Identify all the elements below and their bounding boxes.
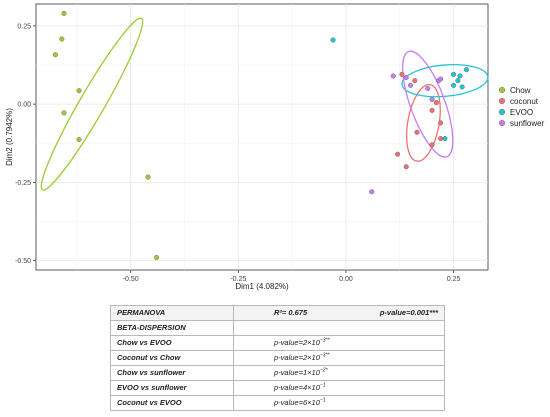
point-chow — [154, 254, 160, 260]
p-value-base: p-value=2×10 — [274, 338, 320, 347]
point-coconut — [395, 151, 401, 157]
dispersion-row: Coconut vs Chow p-value=2×10−3** — [110, 350, 445, 366]
point-evoo — [455, 78, 461, 84]
point-chow — [61, 10, 67, 16]
legend-key-chow — [499, 86, 506, 93]
comparison-label: Coconut vs Chow — [110, 350, 234, 366]
pca-scatter-chart: -0.50 -0.25 0.00 0.25 -0.50 -0.25 0.00 0.25 Di… — [5, 3, 545, 291]
point-coconut — [403, 164, 409, 170]
point-coconut — [438, 120, 444, 126]
p-value-exponent: −2* — [319, 367, 328, 374]
permanova-r2: R²= 0.675 — [233, 305, 346, 321]
point-coconut — [429, 142, 435, 148]
point-chow — [59, 36, 65, 42]
p-value-exponent: −1 — [319, 397, 326, 404]
point-chow — [52, 52, 58, 58]
point-evoo — [442, 136, 448, 142]
dispersion-row: Chow vs EVOO p-value=2×10−3** — [110, 335, 445, 351]
point-sunflower — [438, 76, 444, 82]
dispersion-row: Coconut vs EVOO p-value=6×10−1 — [110, 395, 445, 411]
comparison-label: EVOO vs sunflower — [110, 380, 234, 396]
legend: Chow coconut EVOO sunflower — [499, 86, 545, 128]
y-tick-label: 0.00 — [17, 102, 31, 109]
point-coconut — [399, 71, 405, 77]
dispersion-row: Chow vs sunflower p-value=1×10−2* — [110, 365, 445, 381]
point-sunflower — [369, 189, 375, 195]
point-sunflower — [425, 85, 431, 91]
point-sunflower — [408, 82, 414, 88]
plot-panel — [35, 3, 489, 271]
point-evoo — [459, 84, 465, 90]
p-value-base: p-value=1×10 — [274, 368, 320, 377]
point-coconut — [429, 107, 435, 113]
comparison-label: Chow vs sunflower — [110, 365, 234, 381]
comparison-p-value: p-value=2×10−3** — [233, 350, 445, 366]
ellipse-sunflower — [402, 50, 454, 158]
comparison-p-value: p-value=6×10−1 — [233, 395, 445, 411]
point-coconut — [433, 100, 439, 106]
point-coconut — [412, 78, 418, 84]
legend-key-coconut — [499, 97, 506, 104]
comparison-p-value: p-value=2×10−3** — [233, 335, 445, 351]
p-value-base: p-value=6×10 — [274, 398, 320, 407]
p-value-exponent: −3** — [319, 352, 330, 359]
point-evoo — [451, 71, 457, 77]
point-sunflower — [429, 96, 435, 102]
legend-label-chow: Chow — [510, 86, 531, 95]
p-value-exponent: −3** — [319, 337, 330, 344]
permanova-row: PERMANOVA R²= 0.675 p-value=0.001*** — [110, 305, 446, 321]
x-tick-label: 0.00 — [339, 276, 353, 283]
beta-dispersion-blank — [233, 320, 445, 336]
x-axis-title: Dim1 (4.082%) — [235, 282, 289, 291]
comparison-label: Coconut vs EVOO — [110, 395, 234, 411]
y-tick-label: -0.25 — [15, 180, 31, 187]
dispersion-rows: Chow vs EVOO p-value=2×10−3** Coconut vs C… — [110, 335, 445, 411]
permanova-label: PERMANOVA — [110, 305, 234, 321]
point-coconut — [438, 136, 444, 142]
grid-lines — [36, 4, 488, 270]
x-axis-ticks: -0.50 -0.25 0.00 0.25 — [123, 270, 461, 283]
point-evoo — [451, 82, 457, 88]
legend-key-evoo — [499, 108, 506, 115]
p-value-base: p-value=4×10 — [274, 383, 320, 392]
y-axis-ticks: -0.50 -0.25 0.00 0.25 — [15, 23, 36, 265]
confidence-ellipses — [40, 17, 489, 191]
point-chow — [76, 137, 82, 143]
ellipse-chow — [40, 17, 144, 191]
y-tick-label: -0.50 — [15, 258, 31, 265]
dispersion-row: EVOO vs sunflower p-value=4×10−1 — [110, 380, 445, 396]
point-sunflower — [403, 75, 409, 81]
statistics-table: PERMANOVA R²= 0.675 p-value=0.001*** BET… — [110, 305, 446, 411]
comparison-label: Chow vs EVOO — [110, 335, 234, 351]
point-chow — [76, 88, 82, 94]
permanova-p-value: p-value=0.001*** — [345, 305, 446, 321]
legend-label-sunflower: sunflower — [510, 119, 545, 128]
point-chow — [61, 110, 67, 116]
point-chow — [145, 174, 151, 180]
y-axis-title: Dim2 (0.7942%) — [5, 108, 14, 166]
point-evoo — [463, 67, 469, 73]
legend-key-sunflower — [499, 119, 506, 126]
ellipse-coconut — [405, 84, 441, 162]
x-tick-label: 0.25 — [447, 276, 461, 283]
comparison-p-value: p-value=4×10−1 — [233, 380, 445, 396]
legend-label-evoo: EVOO — [510, 108, 533, 117]
x-tick-label: -0.50 — [123, 276, 139, 283]
point-sunflower — [390, 73, 396, 79]
p-value-exponent: −1 — [319, 382, 326, 389]
point-evoo — [457, 73, 463, 79]
ellipse-evoo — [401, 63, 489, 98]
point-evoo — [330, 37, 336, 43]
x-tick-label: -0.25 — [230, 276, 246, 283]
y-tick-label: 0.25 — [17, 23, 31, 30]
beta-dispersion-row: BETA-DISPERSION — [110, 320, 445, 336]
legend-label-coconut: coconut — [510, 97, 539, 106]
comparison-p-value: p-value=1×10−2* — [233, 365, 445, 381]
point-coconut — [414, 129, 420, 135]
p-value-base: p-value=2×10 — [274, 353, 320, 362]
data-points — [52, 10, 469, 260]
beta-dispersion-label: BETA-DISPERSION — [110, 320, 234, 336]
